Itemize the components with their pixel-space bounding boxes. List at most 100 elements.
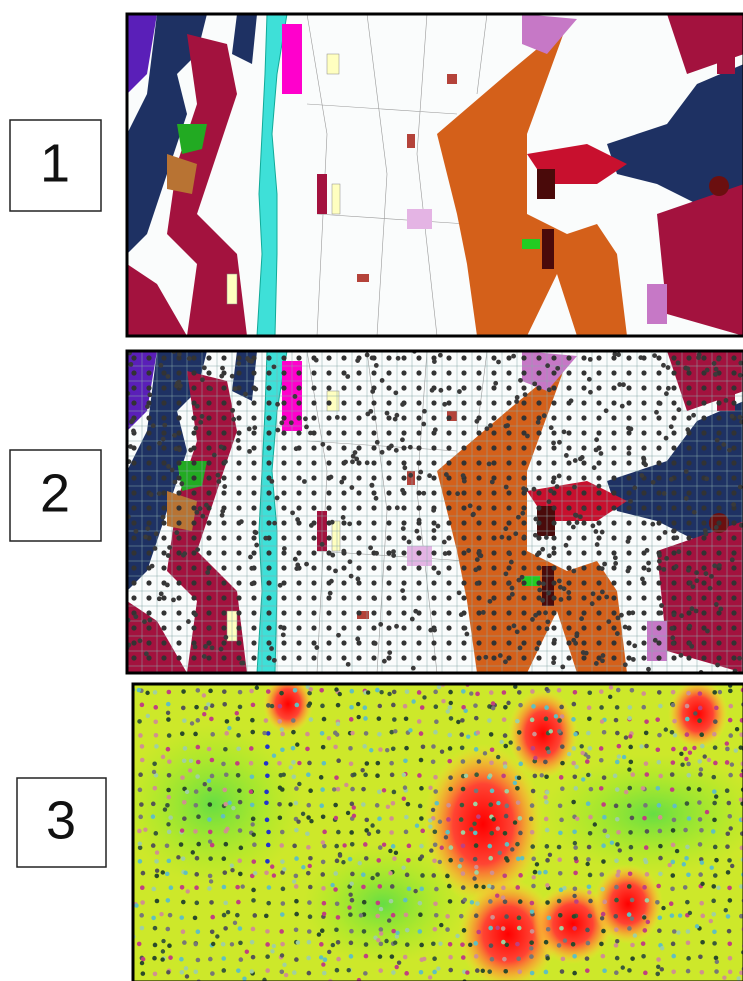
sample-point bbox=[626, 460, 631, 465]
sample-point bbox=[341, 430, 346, 435]
sample-point bbox=[193, 969, 198, 974]
sample-point bbox=[311, 460, 316, 465]
sample-point bbox=[666, 386, 671, 391]
sample-point bbox=[529, 946, 533, 950]
sample-point bbox=[162, 423, 167, 428]
sample-point bbox=[180, 731, 185, 736]
sample-point bbox=[504, 485, 509, 490]
sample-point bbox=[716, 430, 721, 435]
sample-point bbox=[461, 535, 466, 540]
sample-point bbox=[253, 387, 258, 392]
sample-point bbox=[448, 705, 453, 710]
sample-point bbox=[515, 629, 520, 634]
sample-point bbox=[376, 858, 381, 863]
sample-point bbox=[403, 785, 407, 789]
sample-point bbox=[208, 856, 213, 861]
sample-point bbox=[557, 845, 562, 850]
sample-point bbox=[371, 655, 376, 660]
sample-point bbox=[296, 370, 301, 375]
sample-point bbox=[187, 356, 192, 361]
sample-point bbox=[518, 762, 523, 767]
sample-point bbox=[296, 655, 301, 660]
sample-point bbox=[320, 704, 325, 709]
sample-point bbox=[333, 568, 338, 573]
sample-point bbox=[581, 565, 586, 570]
sample-point bbox=[388, 871, 392, 875]
sample-point bbox=[461, 520, 466, 525]
sample-point bbox=[146, 370, 151, 375]
sample-point bbox=[506, 400, 511, 405]
sample-point bbox=[161, 565, 166, 570]
sample-point bbox=[161, 430, 166, 435]
sample-point bbox=[601, 802, 606, 807]
sample-point bbox=[167, 733, 172, 738]
sample-point bbox=[566, 430, 571, 435]
sample-point bbox=[532, 487, 537, 492]
sample-point bbox=[727, 942, 732, 947]
sample-point bbox=[416, 505, 421, 510]
sample-point bbox=[352, 805, 356, 809]
sample-point bbox=[176, 535, 181, 540]
sample-point bbox=[166, 702, 171, 707]
sample-point bbox=[281, 370, 286, 375]
sample-point bbox=[712, 563, 717, 568]
sample-point bbox=[266, 385, 271, 390]
sample-point bbox=[614, 858, 619, 863]
sample-point bbox=[566, 415, 571, 420]
sample-point bbox=[350, 898, 355, 903]
sample-point bbox=[671, 355, 676, 360]
sample-point bbox=[596, 520, 601, 525]
sample-point bbox=[193, 732, 198, 737]
sample-point bbox=[221, 565, 226, 570]
sample-point bbox=[588, 873, 593, 878]
sample-point bbox=[326, 445, 331, 450]
sample-point bbox=[225, 719, 230, 724]
sample-point bbox=[386, 460, 391, 465]
sample-point bbox=[701, 385, 706, 390]
sample-point bbox=[221, 956, 226, 961]
sample-point bbox=[326, 355, 331, 360]
sample-point bbox=[641, 535, 646, 540]
sample-point bbox=[618, 848, 622, 852]
sample-point bbox=[627, 912, 632, 917]
sample-point bbox=[446, 655, 451, 660]
sample-point bbox=[221, 520, 226, 525]
sample-point bbox=[281, 415, 286, 420]
sample-point bbox=[698, 954, 703, 959]
sample-point bbox=[386, 640, 391, 645]
sample-point bbox=[626, 445, 631, 450]
sample-point bbox=[483, 655, 488, 660]
sample-point bbox=[705, 368, 710, 373]
sample-point bbox=[642, 885, 647, 890]
sample-point bbox=[686, 691, 691, 696]
sample-point bbox=[560, 761, 565, 766]
sample-point bbox=[536, 580, 541, 585]
sample-point bbox=[716, 505, 721, 510]
sample-point bbox=[692, 746, 696, 750]
sample-point bbox=[481, 885, 485, 889]
sample-point bbox=[401, 550, 406, 555]
sample-point bbox=[533, 613, 538, 618]
sample-point bbox=[521, 580, 526, 585]
sample-point bbox=[182, 816, 187, 821]
sample-point bbox=[361, 872, 366, 877]
sample-point bbox=[727, 814, 732, 819]
sample-point bbox=[491, 580, 496, 585]
sample-point bbox=[529, 817, 534, 822]
sample-point bbox=[491, 595, 496, 600]
sample-point bbox=[445, 830, 450, 835]
sample-point bbox=[379, 927, 384, 932]
sample-point bbox=[658, 872, 663, 877]
sample-point bbox=[614, 927, 619, 932]
sample-point bbox=[657, 690, 662, 695]
sample-point bbox=[394, 851, 398, 855]
sample-point bbox=[551, 580, 556, 585]
sample-point bbox=[227, 726, 231, 730]
sample-point bbox=[322, 717, 327, 722]
sample-point bbox=[551, 440, 556, 445]
sample-point bbox=[417, 773, 422, 778]
sample-point bbox=[536, 460, 541, 465]
sample-point bbox=[501, 926, 506, 931]
sample-point bbox=[716, 655, 721, 660]
sample-point bbox=[404, 746, 409, 751]
